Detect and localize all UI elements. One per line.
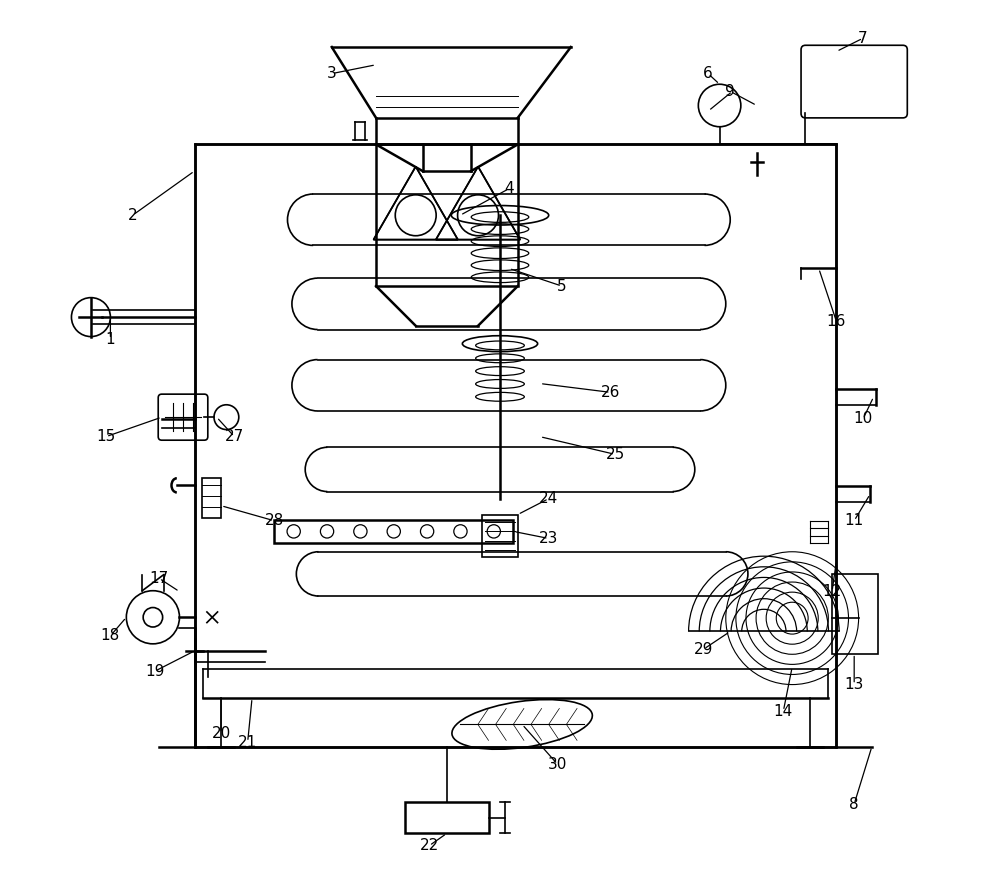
Text: 26: 26 xyxy=(601,385,620,400)
Text: 2: 2 xyxy=(128,208,137,223)
Text: 3: 3 xyxy=(327,66,337,81)
Text: 9: 9 xyxy=(725,84,735,99)
Text: 22: 22 xyxy=(420,838,439,854)
Text: 5: 5 xyxy=(557,279,567,294)
Bar xyxy=(202,478,221,518)
Text: 8: 8 xyxy=(849,797,859,812)
Text: 30: 30 xyxy=(548,756,567,772)
Text: 18: 18 xyxy=(101,628,120,643)
Text: 23: 23 xyxy=(539,531,558,546)
Text: 14: 14 xyxy=(774,704,793,719)
Bar xyxy=(274,519,513,543)
Text: 28: 28 xyxy=(265,513,284,528)
Text: 29: 29 xyxy=(694,642,713,657)
Text: 21: 21 xyxy=(238,734,257,749)
Text: 10: 10 xyxy=(853,412,873,427)
Text: 1: 1 xyxy=(106,331,115,347)
Text: 27: 27 xyxy=(225,429,244,444)
Bar xyxy=(832,574,878,654)
Text: 16: 16 xyxy=(827,314,846,329)
Text: 17: 17 xyxy=(149,571,169,585)
Text: 25: 25 xyxy=(605,447,625,462)
Bar xyxy=(482,515,518,557)
Text: 7: 7 xyxy=(858,30,868,45)
Bar xyxy=(376,144,518,286)
Text: 4: 4 xyxy=(504,181,514,196)
Text: 20: 20 xyxy=(211,726,231,740)
Text: 19: 19 xyxy=(145,664,164,679)
Text: 6: 6 xyxy=(703,66,713,81)
Text: 12: 12 xyxy=(822,584,842,599)
Bar xyxy=(195,144,836,747)
Text: 13: 13 xyxy=(844,677,864,692)
Text: 15: 15 xyxy=(96,429,116,444)
Text: 11: 11 xyxy=(845,513,864,528)
Bar xyxy=(405,802,489,833)
Text: 24: 24 xyxy=(539,491,558,506)
